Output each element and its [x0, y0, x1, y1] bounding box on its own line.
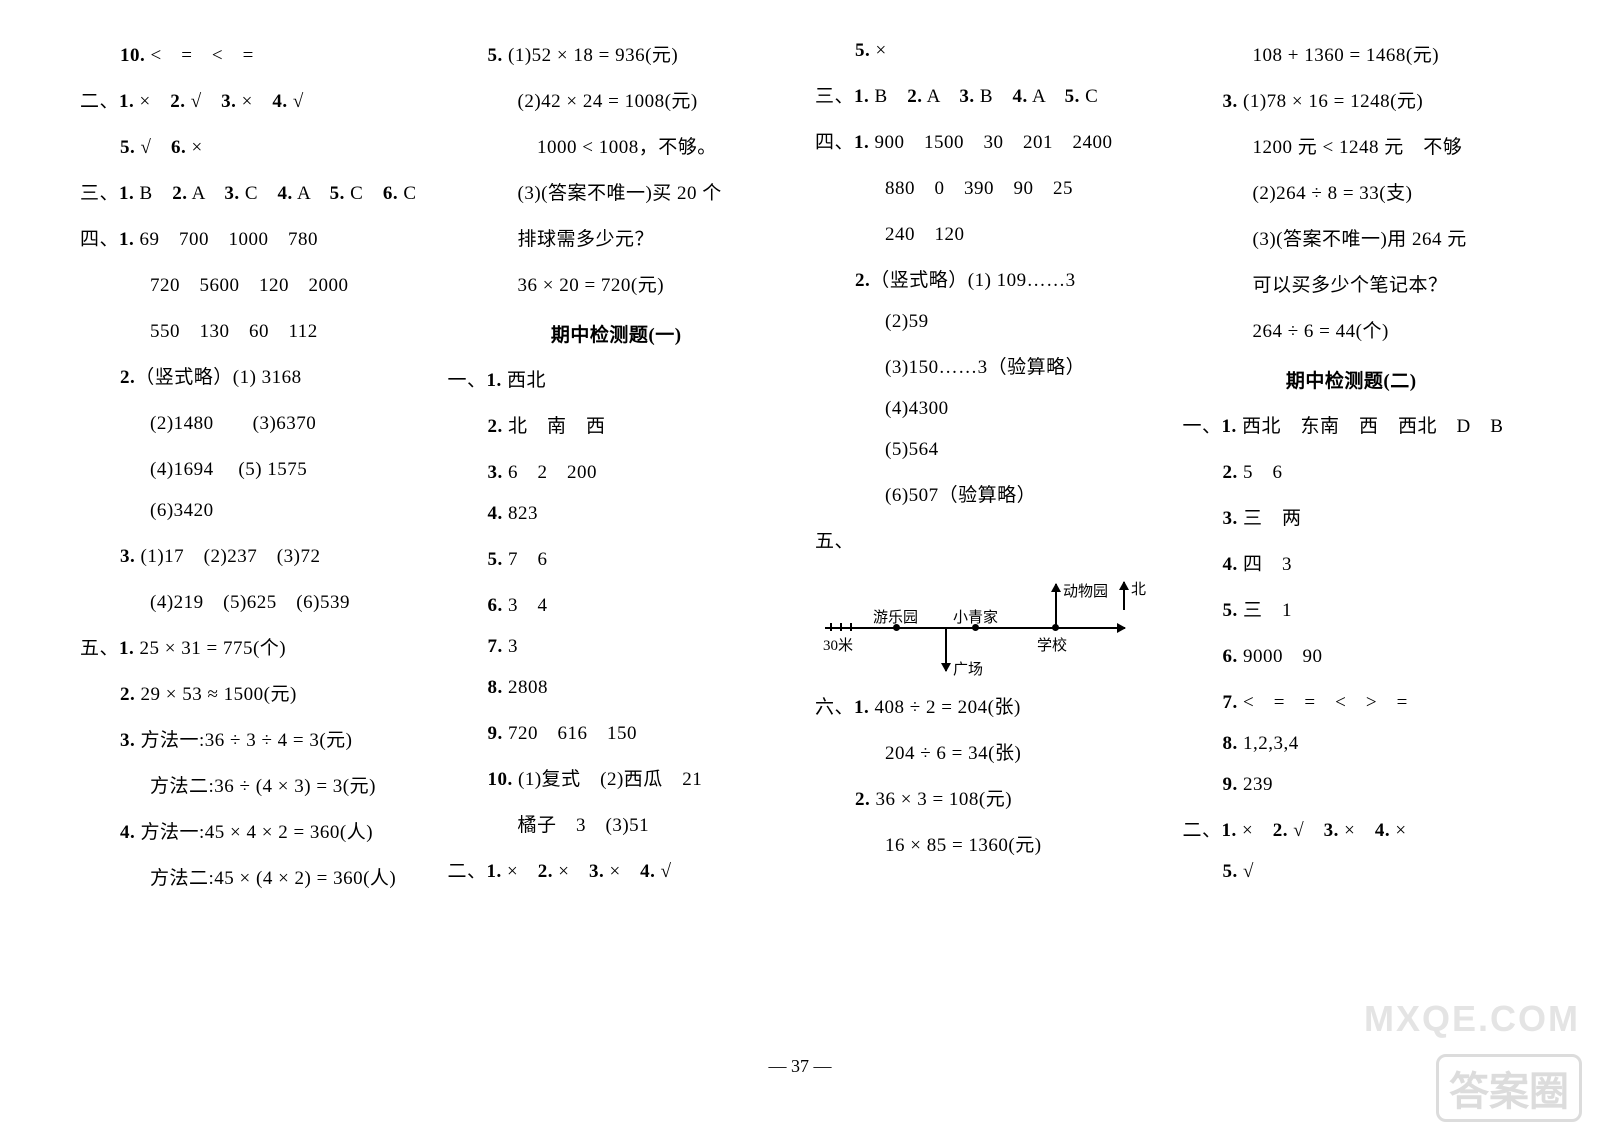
text-line: 2. 36 × 3 = 108(元)	[815, 784, 1153, 811]
text-line: (2)42 × 24 = 1008(元)	[448, 86, 786, 113]
diagram-scale-label: 30米	[823, 634, 853, 655]
text-line: 4. 方法一:45 × 4 × 2 = 360(人)	[80, 817, 418, 844]
text-line: 2. 北 南 西	[448, 411, 786, 438]
text-line: 108 + 1360 = 1468(元)	[1183, 40, 1521, 67]
text-line: (2)264 ÷ 8 = 33(支)	[1183, 178, 1521, 205]
column-4: 108 + 1360 = 1468(元) 3. (1)78 × 16 = 1248…	[1183, 40, 1521, 1050]
page: 10. < = < = 二、1. × 2. √ 3. × 4. √ 5. √ 6. …	[0, 0, 1600, 1140]
text-line: 橘子 3 (3)51	[448, 810, 786, 837]
text-line: 7. 3	[448, 636, 786, 658]
diagram-zoo-label: 动物园	[1063, 580, 1108, 601]
diagram-square-axis	[945, 627, 947, 671]
text-line: 1000 < 1008，不够。	[448, 132, 786, 159]
column-3-top: 5. × 三、1. B 2. A 3. B 4. A 5. C 四、1. 900 1…	[815, 40, 1153, 572]
page-number: — 37 —	[80, 1056, 1520, 1077]
text-line: 四、1. 900 1500 30 201 2400	[815, 127, 1153, 154]
column-1: 10. < = < = 二、1. × 2. √ 3. × 4. √ 5. √ 6. …	[80, 40, 418, 1050]
column-3: 5. × 三、1. B 2. A 3. B 4. A 5. C 四、1. 900 1…	[815, 40, 1153, 1050]
text-line: 三、1. B 2. A 3. B 4. A 5. C	[815, 81, 1153, 108]
text-line: 3. 三 两	[1183, 503, 1521, 530]
text-line: 可以买多少个笔记本？	[1183, 270, 1521, 297]
column-3-bottom: 六、1. 408 ÷ 2 = 204(张) 204 ÷ 6 = 34(张) 2. 3…	[815, 692, 1153, 876]
text-line: (2)1480 (3)6370	[80, 408, 418, 435]
text-line: 10. (1)复式 (2)西瓜 21	[448, 764, 786, 791]
text-line: 一、1. 西北	[448, 365, 786, 392]
section-heading: 期中检测题(一)	[448, 320, 786, 347]
text-line: 二、1. × 2. √ 3. × 4. √	[80, 86, 418, 113]
text-line: 二、1. × 2. √ 3. × 4. ×	[1183, 815, 1521, 842]
text-line: 方法二:45 × (4 × 2) = 360(人)	[80, 863, 418, 890]
section-heading: 期中检测题(二)	[1183, 366, 1521, 393]
text-line: 3. 6 2 200	[448, 457, 786, 484]
text-line: 方法二:36 ÷ (4 × 3) = 3(元)	[80, 771, 418, 798]
text-line: 204 ÷ 6 = 34(张)	[815, 738, 1153, 765]
text-line: 5. (1)52 × 18 = 936(元)	[448, 40, 786, 67]
text-line: 1200 元 < 1248 元 不够	[1183, 132, 1521, 159]
text-line: 六、1. 408 ÷ 2 = 204(张)	[815, 692, 1153, 719]
text-line: 一、1. 西北 东南 西 西北 D B	[1183, 411, 1521, 438]
text-line: 5. ×	[815, 40, 1153, 62]
text-line: 5. 三 1	[1183, 595, 1521, 622]
text-line: 10. < = < =	[80, 40, 418, 67]
text-line: 720 5600 120 2000	[80, 270, 418, 297]
diagram-playground-label: 游乐园	[873, 606, 918, 627]
text-line: (6)3420	[80, 500, 418, 522]
text-line: 2. 5 6	[1183, 457, 1521, 484]
text-line: 3. (1)78 × 16 = 1248(元)	[1183, 86, 1521, 113]
text-line: 3. 方法一:36 ÷ 3 ÷ 4 = 3(元)	[80, 725, 418, 752]
text-line: 6. 9000 90	[1183, 641, 1521, 668]
diagram-square-label: 广场	[953, 658, 983, 679]
text-line: 9. 239	[1183, 774, 1521, 796]
diagram-north-arrow	[1123, 582, 1125, 610]
diagram-home-label: 小青家	[953, 606, 998, 627]
text-line: 4. 四 3	[1183, 549, 1521, 576]
text-line: 880 0 390 90 25	[815, 173, 1153, 200]
text-line: (6)507（验算略）	[815, 480, 1153, 507]
text-line: 264 ÷ 6 = 44(个)	[1183, 316, 1521, 343]
diagram-tick	[830, 623, 832, 631]
text-line: 三、1. B 2. A 3. C 4. A 5. C 6. C	[80, 178, 418, 205]
text-line: 3. (1)17 (2)237 (3)72	[80, 541, 418, 568]
answer-stamp: 答案圈	[1436, 1054, 1582, 1122]
text-line: 8. 1,2,3,4	[1183, 733, 1521, 755]
text-line: 四、1. 69 700 1000 780	[80, 224, 418, 251]
diagram-tick	[840, 623, 842, 631]
text-line: (4)4300	[815, 398, 1153, 420]
text-line: (4)1694 (5) 1575	[80, 454, 418, 481]
text-line: (2)59	[815, 311, 1153, 333]
text-line: 4. 823	[448, 503, 786, 525]
text-line: 2. 29 × 53 ≈ 1500(元)	[80, 679, 418, 706]
text-line: 5. 7 6	[448, 544, 786, 571]
text-line: 550 130 60 112	[80, 316, 418, 343]
watermark: MXQE.COM	[1364, 998, 1580, 1040]
text-line: (3)(答案不唯一)用 264 元	[1183, 224, 1521, 251]
text-line: (4)219 (5)625 (6)539	[80, 587, 418, 614]
diagram-north-label: 北	[1131, 578, 1146, 599]
text-line: 6. 3 4	[448, 590, 786, 617]
text-line: 240 120	[815, 219, 1153, 246]
text-line: 2.（竖式略）(1) 109……3	[815, 265, 1153, 292]
diagram-zoo-axis	[1055, 584, 1057, 628]
diagram-dot-school	[1052, 624, 1059, 631]
text-line: 排球需多少元？	[448, 224, 786, 251]
text-line: 五、1. 25 × 31 = 775(个)	[80, 633, 418, 660]
text-line: (3)(答案不唯一)买 20 个	[448, 178, 786, 205]
diagram-tick	[850, 623, 852, 631]
text-line: 五、	[815, 526, 1153, 553]
text-line: 16 × 85 = 1360(元)	[815, 830, 1153, 857]
text-line: (5)564	[815, 439, 1153, 461]
text-line: 二、1. × 2. × 3. × 4. √	[448, 856, 786, 883]
text-line: 8. 2808	[448, 677, 786, 699]
text-line: 9. 720 616 150	[448, 718, 786, 745]
text-line: 7. < = = < > =	[1183, 687, 1521, 714]
text-line: 36 × 20 = 720(元)	[448, 270, 786, 297]
text-line: 5. √	[1183, 861, 1521, 883]
text-line: 5. √ 6. ×	[80, 132, 418, 159]
text-line: 2.（竖式略）(1) 3168	[80, 362, 418, 389]
diagram-school-label: 学校	[1037, 634, 1067, 655]
text-line: (3)150……3（验算略）	[815, 352, 1153, 379]
direction-diagram: 30米 动物园 北 广场 游乐园 小青家 学校	[815, 572, 1153, 692]
columns-container: 10. < = < = 二、1. × 2. √ 3. × 4. √ 5. √ 6. …	[80, 40, 1520, 1050]
column-2: 5. (1)52 × 18 = 936(元) (2)42 × 24 = 1008(…	[448, 40, 786, 1050]
